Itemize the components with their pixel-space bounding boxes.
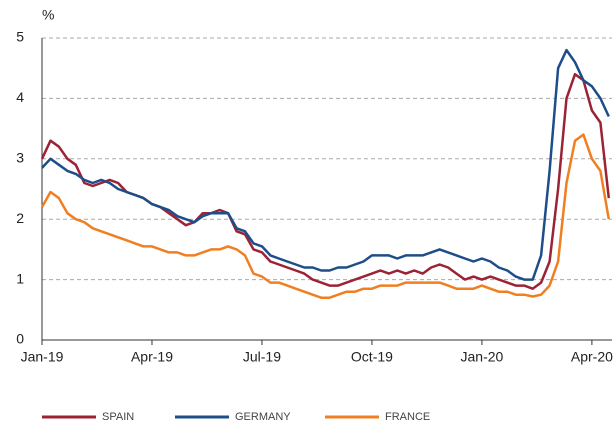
x-tick-label: Jan-19: [21, 349, 64, 365]
legend-label: SPAIN: [102, 411, 134, 423]
x-tick-label: Apr-19: [131, 349, 173, 365]
x-tick-label: Oct-19: [351, 349, 393, 365]
y-tick-label: 5: [16, 29, 24, 45]
y-tick-label: 3: [16, 150, 24, 166]
x-tick-label: Jul-19: [243, 349, 281, 365]
x-tick-label: Apr-20: [571, 349, 613, 365]
y-tick-label: 0: [16, 331, 24, 347]
line-series: [40, 72, 611, 290]
legend-label: GERMANY: [235, 411, 291, 423]
y-axis-label: %: [42, 7, 54, 23]
y-tick-label: 1: [16, 270, 24, 286]
y-tick-label: 4: [16, 89, 24, 105]
legend-label: FRANCE: [385, 411, 430, 423]
line-series: [41, 48, 610, 281]
x-tick-label: Jan-20: [461, 349, 504, 365]
y-tick-label: 2: [16, 210, 24, 226]
line-series: [40, 133, 611, 299]
